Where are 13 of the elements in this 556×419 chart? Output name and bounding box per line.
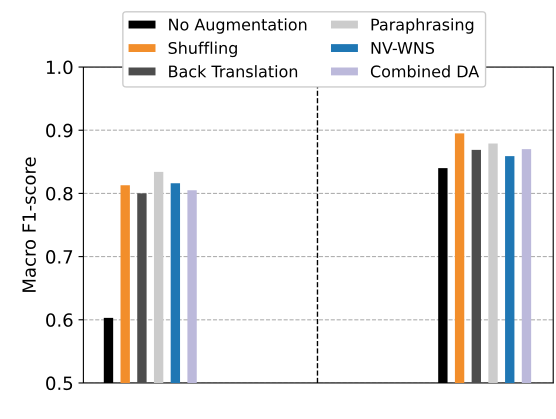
legend-label: Paraphrasing (372, 18, 474, 34)
y-tick-label: 0.8 (46, 186, 72, 201)
legend-label: Combined DA (370, 65, 480, 78)
legend-label: NV-WNS (372, 42, 434, 54)
y-tick-label: 0.9 (46, 124, 72, 138)
y-tick-label: 0.5 (46, 376, 72, 390)
y-tick-label: 0.7 (46, 250, 72, 264)
y-axis-title: Macro F1-score (22, 157, 36, 292)
legend-label: Back Translation (169, 65, 298, 78)
legend-label: Shuffling (168, 42, 237, 58)
y-tick-label: 1.0 (46, 60, 72, 74)
y-tick-label: 0.6 (46, 313, 73, 327)
legend-label: No Augmentation (169, 18, 306, 34)
